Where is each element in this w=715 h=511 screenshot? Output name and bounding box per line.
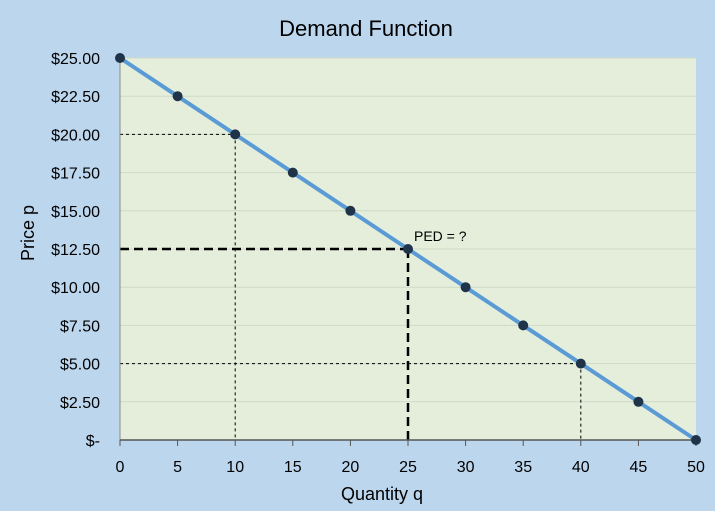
x-tick-label-4: 20 [342,459,360,476]
data-point-6 [460,282,471,293]
y-tick-label-1: $2.50 [60,395,100,412]
data-point-5 [403,244,413,254]
y-tick-label-2: $5.00 [60,357,100,374]
data-point-8 [575,358,586,369]
x-tick-label-2: 10 [226,459,244,476]
reference-lines [120,133,582,440]
x-tick-label-6: 30 [457,459,475,476]
y-tick-label-8: $20.00 [51,127,100,144]
x-tick-labels: 0 5 10 15 20 25 30 35 40 45 50 [116,459,705,476]
axes [119,58,697,446]
x-tick-label-5: 25 [399,459,417,476]
x-tick-label-8: 40 [572,459,590,476]
y-axis-title: Price p [18,205,38,261]
y-tick-label-9: $22.50 [51,89,100,106]
chart-title: Demand Function [279,16,453,41]
x-axis-title: Quantity q [341,484,423,504]
y-tick-label-0: $- [86,433,100,450]
data-point-9 [633,396,644,407]
x-tick-label-7: 35 [514,459,532,476]
y-tick-label-6: $15.00 [51,204,100,221]
annotation-ped: PED = ? [414,228,467,244]
data-point-4 [345,205,356,216]
data-point-0 [115,53,125,63]
y-tick-label-7: $17.50 [51,166,100,183]
x-tick-label-0: 0 [116,459,125,476]
x-tick-label-3: 15 [284,459,302,476]
data-point-7 [518,320,529,331]
y-tick-label-10: $25.00 [51,51,100,68]
x-tick-label-1: 5 [173,459,182,476]
y-tick-label-3: $7.50 [60,318,100,335]
markers [115,53,701,445]
x-tick-label-9: 45 [630,459,648,476]
x-tick-label-10: 50 [687,459,705,476]
y-tick-label-4: $10.00 [51,280,100,297]
y-tick-label-5: $12.50 [51,242,100,259]
data-point-3 [287,167,298,178]
y-tick-labels: $- $2.50 $5.00 $7.50 $10.00 $12.50 $15.00 $17.5… [51,51,100,450]
data-point-2 [230,129,241,140]
data-point-1 [172,91,183,102]
data-point-10 [691,435,701,445]
